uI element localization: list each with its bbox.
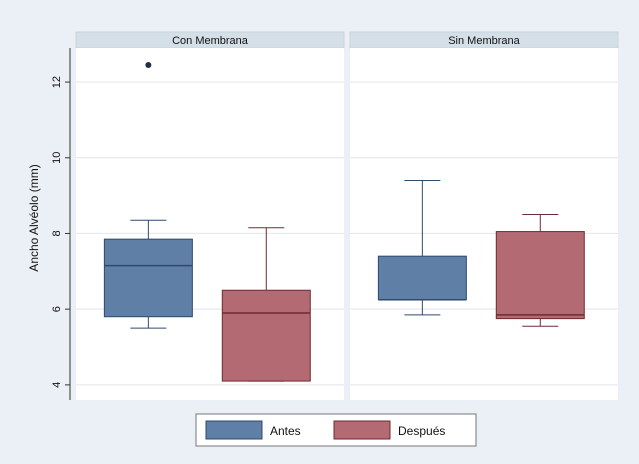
outlier-point bbox=[145, 62, 152, 69]
iqr-box bbox=[377, 255, 467, 301]
panel-2: Sin Membrana bbox=[349, 31, 619, 400]
legend-item-antes: Antes bbox=[205, 420, 301, 440]
panel-title: Con Membrana bbox=[172, 35, 249, 47]
legend-label: Antes bbox=[270, 424, 301, 438]
legend-swatch bbox=[333, 420, 391, 440]
iqr-box bbox=[495, 231, 585, 320]
iqr-box bbox=[103, 238, 193, 318]
y-axis: 4 6 8 10 12 bbox=[51, 48, 71, 400]
y-tick-label: 4 bbox=[51, 382, 63, 388]
y-tick-label: 8 bbox=[51, 230, 63, 236]
legend-label: Después bbox=[398, 424, 445, 438]
legend-item-despus: Después bbox=[333, 420, 445, 440]
box-despus bbox=[495, 214, 585, 327]
box-antes bbox=[103, 62, 193, 329]
legend: Antes Después bbox=[195, 413, 477, 447]
box-antes bbox=[377, 179, 467, 316]
plot-area bbox=[350, 48, 618, 400]
y-tick-label: 10 bbox=[51, 152, 63, 164]
panel-1: Con Membrana bbox=[75, 31, 345, 400]
box-despus bbox=[221, 227, 311, 382]
y-axis-label: Ancho Alvéolo (mm) bbox=[27, 164, 41, 271]
y-tick-label: 12 bbox=[51, 76, 63, 88]
panel-title: Sin Membrana bbox=[448, 35, 520, 47]
y-tick-label: 6 bbox=[51, 306, 63, 312]
iqr-box bbox=[221, 289, 311, 382]
legend-swatch bbox=[205, 420, 263, 440]
